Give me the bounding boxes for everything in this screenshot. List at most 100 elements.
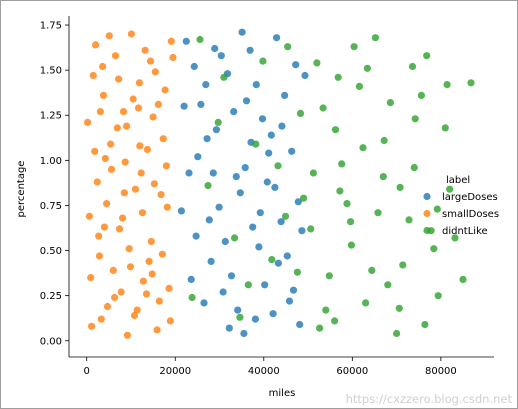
point-smallDoses: [99, 91, 108, 99]
point-didntLike: [393, 329, 401, 338]
point-didntLike: [417, 91, 425, 99]
point-didntLike: [347, 218, 355, 226]
point-didntLike: [451, 234, 459, 242]
point-largeDoses: [205, 216, 213, 224]
point-didntLike: [430, 245, 438, 253]
point-largeDoses: [225, 324, 233, 332]
point-didntLike: [395, 304, 403, 312]
point-didntLike: [374, 209, 382, 217]
legend-label-largeDoses: largeDoses: [442, 192, 498, 203]
point-didntLike: [325, 272, 333, 280]
point-largeDoses: [185, 169, 193, 177]
point-largeDoses: [267, 131, 275, 139]
point-didntLike: [309, 169, 317, 177]
y-tick-label: 1.50: [40, 66, 62, 77]
point-largeDoses: [238, 28, 246, 36]
point-largeDoses: [256, 209, 264, 217]
point-smallDoses: [133, 306, 141, 314]
point-smallDoses: [109, 266, 117, 274]
point-smallDoses: [146, 57, 155, 65]
point-largeDoses: [182, 37, 190, 45]
point-didntLike: [307, 225, 315, 233]
point-smallDoses: [151, 68, 159, 76]
point-smallDoses: [139, 277, 147, 285]
point-didntLike: [359, 144, 367, 152]
point-smallDoses: [161, 86, 169, 94]
point-didntLike: [396, 183, 404, 191]
point-didntLike: [446, 185, 454, 193]
point-smallDoses: [101, 154, 109, 163]
point-didntLike: [281, 212, 290, 220]
point-largeDoses: [187, 275, 195, 283]
legend-label-didntLike: didntLike: [442, 226, 488, 237]
point-largeDoses: [265, 149, 273, 157]
legend-marker-largeDoses: [423, 192, 431, 201]
legend-items: largeDoses smallDoses didntLike: [423, 192, 499, 237]
y-axis-ticks: 0.00 0.25 0.50 0.75 1.00 1.25 1.50 1.75: [40, 21, 69, 347]
x-tick-label: 60000: [336, 366, 368, 377]
point-smallDoses: [84, 118, 92, 126]
point-smallDoses: [107, 165, 116, 173]
point-largeDoses: [200, 299, 208, 307]
point-smallDoses: [85, 212, 93, 220]
point-smallDoses: [147, 237, 155, 246]
y-tick-label: 1.00: [40, 156, 62, 167]
point-didntLike: [252, 140, 260, 148]
point-largeDoses: [240, 329, 248, 338]
point-didntLike: [196, 35, 204, 44]
legend-marker-smallDoses: [423, 209, 431, 218]
point-largeDoses: [197, 100, 205, 108]
point-didntLike: [371, 34, 379, 42]
point-didntLike: [379, 173, 387, 181]
point-didntLike: [433, 205, 441, 213]
point-largeDoses: [252, 81, 260, 89]
point-largeDoses: [251, 315, 259, 323]
point-largeDoses: [281, 91, 289, 99]
point-largeDoses: [273, 34, 281, 42]
point-largeDoses: [202, 81, 210, 89]
point-largeDoses: [278, 122, 286, 130]
point-didntLike: [293, 268, 301, 276]
point-smallDoses: [100, 223, 108, 231]
point-didntLike: [467, 79, 475, 87]
points-layer: [84, 28, 475, 339]
point-largeDoses: [236, 189, 244, 197]
point-didntLike: [322, 306, 330, 314]
point-smallDoses: [141, 46, 149, 54]
point-largeDoses: [277, 218, 285, 226]
point-didntLike: [411, 115, 419, 123]
legend-marker-didntLike: [423, 226, 431, 235]
point-largeDoses: [296, 320, 304, 329]
point-largeDoses: [241, 164, 249, 172]
x-tick-label: 80000: [425, 366, 457, 377]
point-smallDoses: [107, 140, 115, 148]
point-largeDoses: [230, 108, 238, 116]
point-largeDoses: [232, 173, 240, 181]
point-smallDoses: [148, 270, 156, 278]
point-smallDoses: [150, 180, 158, 188]
point-smallDoses: [119, 214, 127, 222]
point-smallDoses: [158, 250, 166, 258]
point-smallDoses: [111, 293, 119, 302]
point-didntLike: [362, 299, 370, 307]
point-didntLike: [423, 52, 431, 60]
point-didntLike: [355, 82, 363, 90]
point-largeDoses: [242, 97, 251, 105]
point-didntLike: [363, 64, 371, 72]
point-largeDoses: [269, 310, 277, 318]
point-largeDoses: [203, 135, 211, 143]
point-smallDoses: [111, 52, 120, 60]
legend-label-smallDoses: smallDoses: [442, 209, 499, 220]
point-largeDoses: [274, 259, 282, 267]
point-didntLike: [343, 200, 351, 208]
point-didntLike: [384, 281, 392, 289]
point-didntLike: [443, 81, 451, 89]
point-largeDoses: [211, 44, 219, 53]
point-smallDoses: [126, 263, 135, 271]
point-didntLike: [274, 162, 282, 170]
point-smallDoses: [115, 75, 123, 83]
y-tick-label: 0.75: [40, 201, 62, 212]
point-didntLike: [410, 164, 418, 172]
